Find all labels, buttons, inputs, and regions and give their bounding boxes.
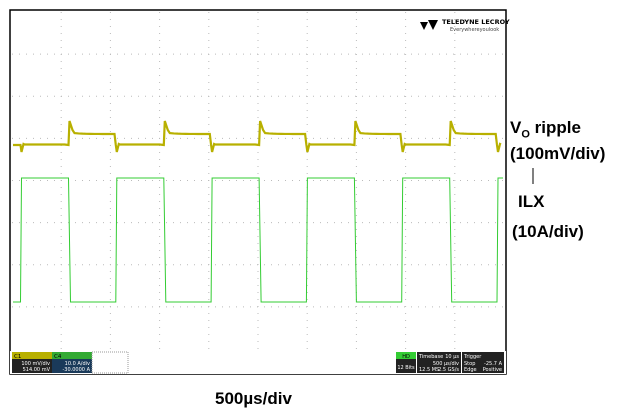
- timebase-box: [417, 352, 461, 373]
- ilx-scale: (10A/div): [512, 222, 584, 241]
- logo: TELEDYNE LECROY Everywhereyoulook: [420, 18, 510, 33]
- samples: 12.5 MS: [419, 367, 439, 373]
- c4-scale: 10.0 A/div: [65, 361, 90, 367]
- timebase-scale: 500 µs/div: [433, 361, 459, 367]
- vo-trace: [13, 120, 502, 153]
- c1-scale: 100 mV/div: [21, 361, 50, 367]
- status-bar: C1 100 mV/div 514.00 mV C4 10.0 A/div -3…: [10, 351, 506, 374]
- ilx-trace: [13, 177, 503, 303]
- empty-slot: [91, 351, 129, 374]
- ripple-scale: (100mV/div): [510, 144, 606, 163]
- c1-box: [12, 359, 52, 373]
- c1-name: C1: [14, 354, 21, 360]
- c1-tab: [12, 352, 52, 359]
- status-bg: [10, 351, 506, 374]
- rate: 2.5 GS/s: [438, 367, 459, 373]
- logo-icon: [420, 20, 438, 30]
- c4-offset: -30.0000 A: [63, 367, 91, 373]
- hd: HD: [402, 354, 410, 360]
- c4-tab: [52, 352, 92, 359]
- ilx-label: ILX: [518, 192, 545, 211]
- timebase-delay: 10 µs: [445, 354, 459, 360]
- trigger-level: -25.7 A: [484, 361, 503, 367]
- c4-name: C4: [54, 354, 62, 360]
- time-scale: 500µs/div: [215, 389, 292, 408]
- ripple-v: V: [510, 118, 522, 137]
- bits: 12 Bits: [397, 365, 415, 371]
- hd-tab: [396, 352, 416, 359]
- timebase-title: Timebase: [418, 354, 443, 360]
- trigger-type: Edge: [464, 367, 477, 373]
- screen-frame: [9, 9, 507, 375]
- trigger-box: [462, 352, 504, 373]
- brand: TELEDYNE LECROY: [442, 18, 510, 26]
- c4-box: [52, 359, 92, 373]
- ripple-sub: O: [521, 128, 530, 141]
- trigger-mode: Stop: [464, 361, 475, 367]
- ripple-label: VO ripple: [510, 118, 581, 140]
- trigger-slope: Positive: [483, 367, 502, 373]
- ripple-rest: ripple: [529, 118, 581, 137]
- c1-offset: 514.00 mV: [23, 367, 51, 373]
- tagline: Everywhereyoulook: [450, 27, 499, 33]
- trigger-title: Trigger: [463, 354, 482, 360]
